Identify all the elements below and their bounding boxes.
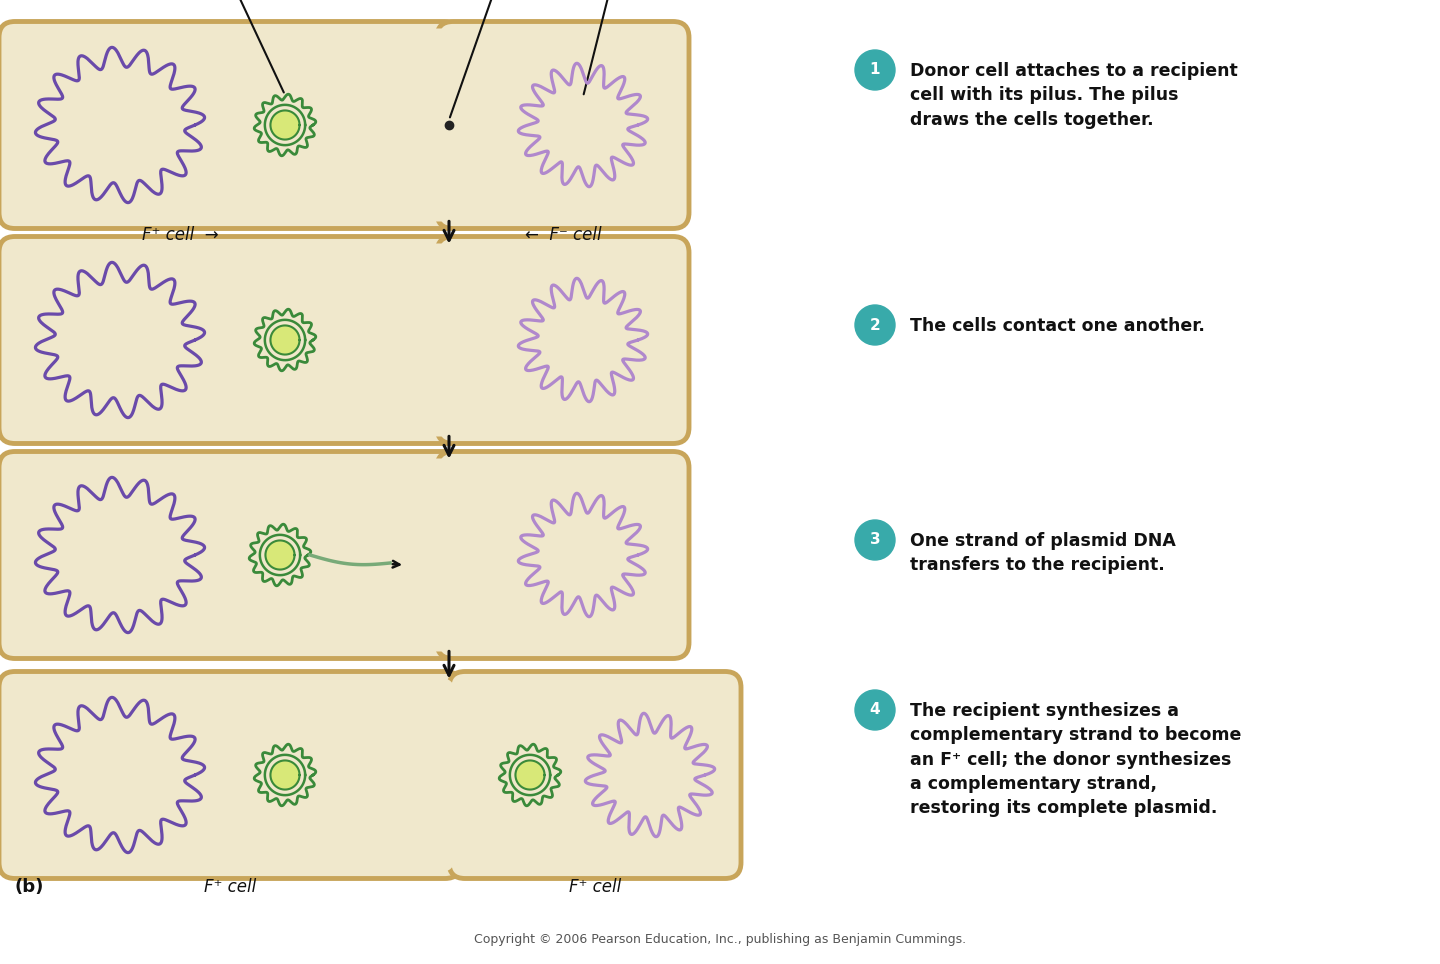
Circle shape [265, 541, 295, 570]
Text: Chromosome: Chromosome [552, 0, 674, 94]
FancyBboxPatch shape [436, 451, 688, 658]
FancyBboxPatch shape [449, 672, 742, 878]
Circle shape [855, 690, 896, 730]
Text: 1: 1 [870, 63, 880, 77]
Circle shape [271, 326, 300, 355]
Circle shape [855, 520, 896, 560]
FancyBboxPatch shape [0, 21, 461, 228]
FancyBboxPatch shape [0, 236, 461, 443]
Text: The recipient synthesizes a
complementary strand to become
an F⁺ cell; the donor: The recipient synthesizes a complementar… [910, 702, 1241, 817]
Polygon shape [444, 68, 455, 182]
Text: One strand of plasmid DNA
transfers to the recipient.: One strand of plasmid DNA transfers to t… [910, 532, 1176, 575]
Circle shape [271, 111, 300, 140]
FancyBboxPatch shape [0, 451, 461, 658]
Text: Conjugation pilus: Conjugation pilus [418, 0, 580, 118]
FancyBboxPatch shape [6, 459, 454, 652]
FancyBboxPatch shape [456, 679, 734, 871]
FancyBboxPatch shape [444, 244, 683, 437]
FancyBboxPatch shape [0, 672, 461, 878]
FancyBboxPatch shape [436, 21, 688, 228]
FancyBboxPatch shape [6, 679, 454, 871]
Text: Copyright © 2006 Pearson Education, Inc., publishing as Benjamin Cummings.: Copyright © 2006 Pearson Education, Inc.… [474, 933, 966, 946]
FancyBboxPatch shape [444, 29, 683, 222]
FancyBboxPatch shape [6, 29, 454, 222]
Text: F⁺ cell: F⁺ cell [569, 878, 621, 897]
Text: 2: 2 [870, 317, 880, 333]
Text: 3: 3 [870, 532, 880, 548]
FancyBboxPatch shape [436, 236, 688, 443]
FancyBboxPatch shape [444, 459, 683, 652]
Circle shape [855, 50, 896, 90]
Circle shape [271, 761, 300, 790]
Text: F⁺ cell  →: F⁺ cell → [141, 227, 219, 245]
Text: (b): (b) [14, 878, 43, 897]
FancyBboxPatch shape [6, 244, 454, 437]
Circle shape [855, 305, 896, 345]
Text: The cells contact one another.: The cells contact one another. [910, 317, 1205, 335]
Text: ←  F⁻ cell: ← F⁻ cell [524, 227, 602, 245]
Polygon shape [444, 283, 455, 397]
Text: F plasmid: F plasmid [184, 0, 284, 93]
Text: F⁺ cell: F⁺ cell [204, 878, 256, 897]
Text: 4: 4 [870, 703, 880, 717]
Polygon shape [444, 498, 455, 612]
Circle shape [516, 761, 544, 790]
Text: Donor cell attaches to a recipient
cell with its pilus. The pilus
draws the cell: Donor cell attaches to a recipient cell … [910, 62, 1238, 128]
